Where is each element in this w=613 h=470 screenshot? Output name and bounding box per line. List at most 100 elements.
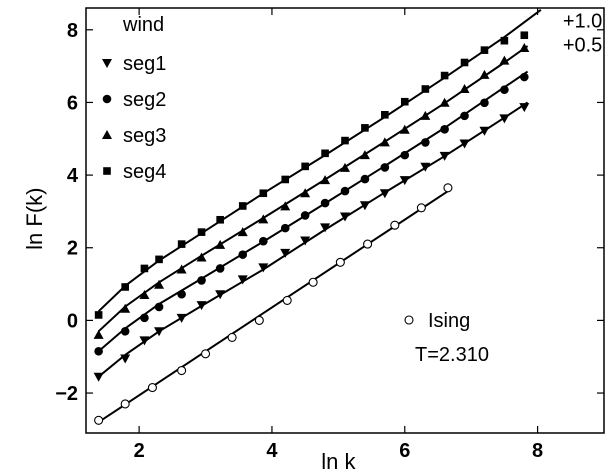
data-point-seg1 [439, 151, 450, 161]
legend-label-seg2: seg2 [123, 89, 166, 111]
data-point-seg3 [420, 110, 431, 120]
legend-marker-seg3 [102, 130, 112, 139]
data-point-seg1 [300, 236, 311, 246]
legend-wind: wind seg1 seg2 seg3 seg4 [102, 14, 166, 183]
data-point-ising [94, 415, 104, 425]
data-point-seg1 [340, 212, 350, 222]
data-point-seg1 [519, 103, 530, 113]
data-point-seg4 [460, 58, 469, 67]
data-point-seg2 [340, 186, 350, 196]
data-point-ising [200, 349, 211, 359]
data-point-seg2 [154, 302, 164, 312]
data-point-seg1 [154, 327, 165, 337]
data-point-seg4 [121, 283, 129, 291]
data-point-seg3 [258, 214, 269, 224]
data-point-seg2 [280, 223, 290, 233]
data-point-seg3 [215, 239, 226, 249]
data-point-seg1 [379, 189, 390, 199]
data-point-seg1 [499, 114, 510, 124]
data-point-seg4 [500, 36, 509, 45]
data-point-seg4 [140, 264, 149, 273]
tick-layer: 2 4 6 8 −2 0 2 4 6 8 [55, 8, 604, 462]
data-point-seg4 [381, 110, 389, 119]
data-point-seg3 [176, 264, 187, 274]
data-point-ising [443, 183, 453, 193]
data-point-seg3 [459, 84, 470, 94]
legend-label-seg1: seg1 [123, 53, 166, 75]
data-point-seg2 [380, 163, 390, 172]
data-point-seg4 [155, 255, 163, 264]
data-point-ising [177, 365, 187, 376]
data-point-seg4 [440, 71, 449, 80]
data-point-seg4 [301, 162, 309, 171]
data-point-seg4 [361, 124, 369, 132]
data-point-seg3 [237, 227, 248, 237]
y-tick-label: 8 [67, 20, 78, 42]
data-point-seg2 [440, 125, 449, 134]
series-seg1 [93, 101, 530, 382]
data-point-seg1 [320, 223, 331, 233]
data-point-seg2 [320, 198, 330, 208]
series-seg4 [94, 8, 542, 319]
data-point-ising [363, 239, 373, 249]
data-point-seg1 [93, 372, 104, 382]
data-point-seg1 [176, 313, 187, 323]
y-tick-label: 4 [67, 165, 79, 187]
data-point-seg1 [258, 263, 269, 273]
data-point-seg3 [379, 137, 390, 147]
data-point-seg3 [154, 279, 165, 289]
data-point-ising [227, 332, 237, 343]
data-point-seg2 [215, 264, 225, 273]
fit-line-seg4 [97, 8, 542, 313]
data-point-seg1 [280, 248, 291, 258]
data-point-seg3 [439, 97, 450, 107]
data-point-seg1 [479, 126, 490, 136]
data-point-seg1 [459, 139, 470, 149]
data-point-seg2 [520, 72, 529, 82]
data-point-seg2 [140, 313, 149, 323]
data-point-seg2 [177, 289, 186, 299]
legend-ising: T=2.310 Ising [404, 310, 489, 366]
data-point-seg1 [420, 162, 431, 172]
data-point-seg4 [480, 46, 489, 54]
series-seg2 [94, 70, 529, 356]
data-point-ising [147, 383, 157, 393]
legend-marker-seg1 [102, 59, 112, 68]
data-point-seg4 [259, 189, 268, 198]
data-point-seg4 [321, 149, 329, 158]
series-seg3 [93, 42, 530, 339]
plot-frame [85, 7, 605, 434]
data-point-seg4 [520, 31, 529, 40]
y-axis-label: ln F(k) [22, 188, 47, 250]
data-point-seg3 [359, 150, 370, 160]
y-tick-label: 6 [67, 92, 78, 114]
data-point-seg4 [177, 240, 186, 248]
data-point-seg4 [216, 215, 224, 224]
data-point-seg4 [341, 136, 349, 145]
x-tick-label: 4 [266, 440, 278, 462]
data-point-seg1 [196, 301, 207, 311]
offset-annotation-plus-0-5: +0.5 [563, 34, 602, 56]
legend-label-ising: Ising [428, 310, 470, 332]
data-point-ising [390, 220, 400, 230]
y-tick-label: 2 [67, 238, 78, 260]
data-point-seg4 [421, 85, 430, 93]
x-tick-label: 8 [532, 440, 543, 462]
data-point-seg2 [460, 111, 469, 121]
data-point-ising [308, 277, 318, 287]
data-point-seg3 [479, 69, 490, 79]
legend-label-seg3: seg3 [123, 125, 166, 147]
data-point-seg3 [320, 175, 331, 185]
legend-marker-ising [404, 315, 414, 325]
series-layer [93, 8, 542, 425]
data-point-seg4 [238, 202, 247, 210]
data-point-seg3 [93, 329, 104, 339]
x-axis-label: ln k [321, 449, 356, 470]
data-point-seg1 [120, 354, 131, 364]
x-tick-label: 2 [134, 440, 145, 462]
series-ising [94, 183, 453, 425]
data-point-seg2 [94, 346, 103, 356]
legend-ising-temperature: T=2.310 [415, 344, 489, 366]
data-point-seg3 [280, 201, 291, 211]
